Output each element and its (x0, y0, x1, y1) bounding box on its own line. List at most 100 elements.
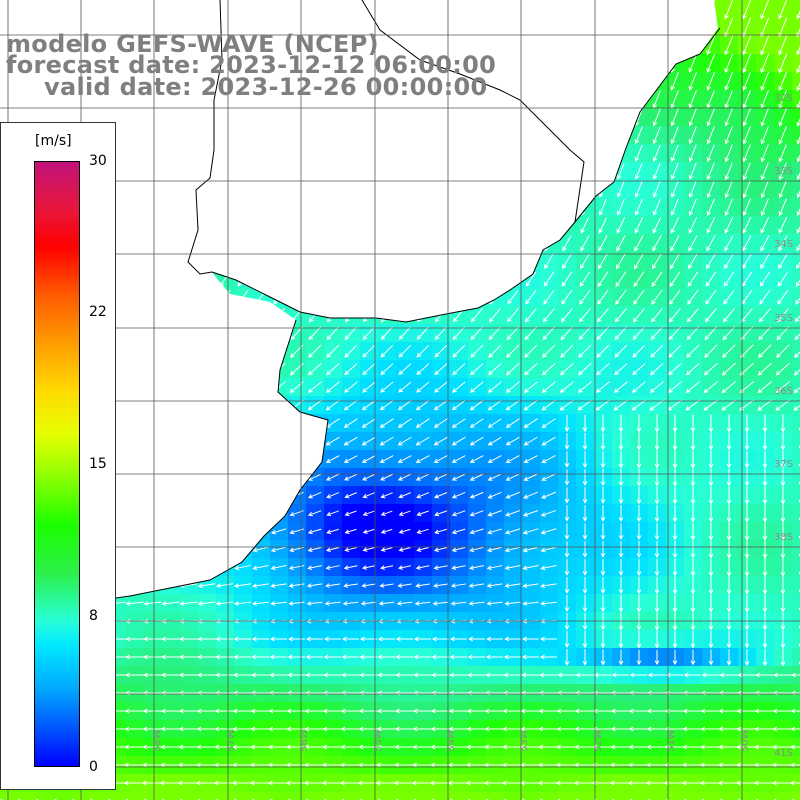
wind-arrow (690, 504, 696, 523)
wind-arrow (488, 344, 502, 358)
wind-arrow (582, 469, 588, 486)
wind-arrow (359, 636, 378, 642)
wind-arrow (654, 522, 660, 541)
wind-arrow (667, 381, 682, 393)
wind-arrow (468, 601, 485, 606)
wind-arrow (540, 546, 557, 553)
wind-arrow (672, 649, 678, 666)
wind-arrow (634, 163, 643, 180)
wind-arrow (706, 126, 715, 145)
wind-arrow (523, 381, 538, 393)
wind-cell (792, 594, 800, 613)
wind-cell (18, 792, 37, 800)
wind-arrow (744, 432, 750, 451)
wind-arrow (760, 216, 770, 234)
wind-arrow (522, 546, 539, 553)
wind-arrow (628, 762, 649, 768)
wind-arrow (394, 726, 415, 732)
wind-cell (144, 792, 163, 800)
wind-arrow (690, 450, 696, 469)
wind-arrow (736, 726, 757, 732)
wind-arrow (398, 326, 411, 340)
wind-arrow (305, 672, 324, 678)
wind-arrow (483, 780, 506, 786)
wind-arrow (724, 144, 733, 163)
wind-arrow (762, 450, 768, 469)
wind-arrow (539, 672, 558, 678)
wind-arrow (362, 473, 376, 481)
wind-arrow (670, 162, 679, 180)
wind-arrow (394, 708, 414, 714)
wind-arrow (706, 198, 715, 217)
wind-cell (36, 792, 55, 800)
wind-arrow (690, 649, 696, 666)
wind-arrow (270, 546, 287, 553)
wind-arrow (411, 780, 434, 786)
wind-arrow (143, 636, 162, 642)
wind-arrow (682, 708, 703, 714)
wind-cell (792, 72, 800, 91)
wind-arrow (628, 744, 649, 750)
wind-arrow (377, 654, 396, 660)
wind-arrow (469, 528, 484, 535)
wind-arrow (742, 144, 751, 163)
wind-arrow (377, 672, 396, 678)
wind-cell (792, 360, 800, 379)
wind-arrow (600, 594, 606, 613)
wind-arrow (434, 510, 448, 517)
wind-arrow (269, 654, 288, 660)
wind-arrow (760, 108, 769, 127)
wind-arrow (780, 486, 786, 505)
wind-arrow (760, 162, 769, 181)
wind-arrow (268, 708, 289, 714)
wind-arrow (618, 450, 624, 469)
wind-arrow (744, 576, 750, 595)
wind-arrow (449, 654, 468, 660)
wind-arrow (735, 762, 758, 768)
wind-arrow (249, 780, 272, 786)
wind-arrow (416, 363, 430, 376)
wind-arrow (706, 253, 716, 270)
wind-arrow (600, 523, 606, 540)
wind-arrow (778, 216, 788, 234)
wind-arrow (540, 564, 557, 571)
wind-cell (792, 486, 800, 505)
wind-arrow (197, 654, 216, 660)
wind-arrow (744, 594, 750, 613)
wind-arrow (600, 505, 606, 522)
wind-arrow (560, 326, 574, 341)
wind-arrow (416, 344, 430, 358)
wind-cell (792, 36, 800, 55)
wind-arrow (469, 546, 484, 553)
legend-tick-22: 22 (89, 304, 107, 320)
wind-arrow (160, 744, 181, 750)
wind-arrow (289, 546, 304, 553)
wind-arrow (705, 271, 717, 287)
wind-cell (306, 792, 325, 800)
wind-arrow (433, 399, 448, 411)
wind-arrow (142, 726, 163, 732)
wind-cell (432, 792, 451, 800)
wind-arrow (361, 565, 376, 570)
wind-arrow (452, 344, 466, 358)
wind-arrow (564, 630, 570, 649)
wind-arrow (541, 491, 557, 499)
wind-arrow (285, 762, 307, 768)
wind-arrow (415, 455, 430, 463)
wind-arrow (215, 672, 234, 678)
wind-arrow (636, 414, 642, 433)
wind-arrow (744, 558, 750, 577)
wind-arrow (753, 780, 776, 786)
wind-arrow (380, 528, 393, 534)
wind-arrow (592, 708, 613, 714)
wind-arrow (340, 762, 361, 768)
wind-arrow (484, 708, 505, 714)
wind-arrow (708, 468, 714, 487)
wind-arrow (540, 636, 557, 642)
wind-arrow (505, 473, 520, 481)
wind-arrow (618, 559, 624, 577)
wind-arrow (252, 583, 269, 589)
wind-cell (792, 648, 800, 667)
wind-arrow (179, 636, 198, 642)
wind-arrow (416, 510, 429, 517)
